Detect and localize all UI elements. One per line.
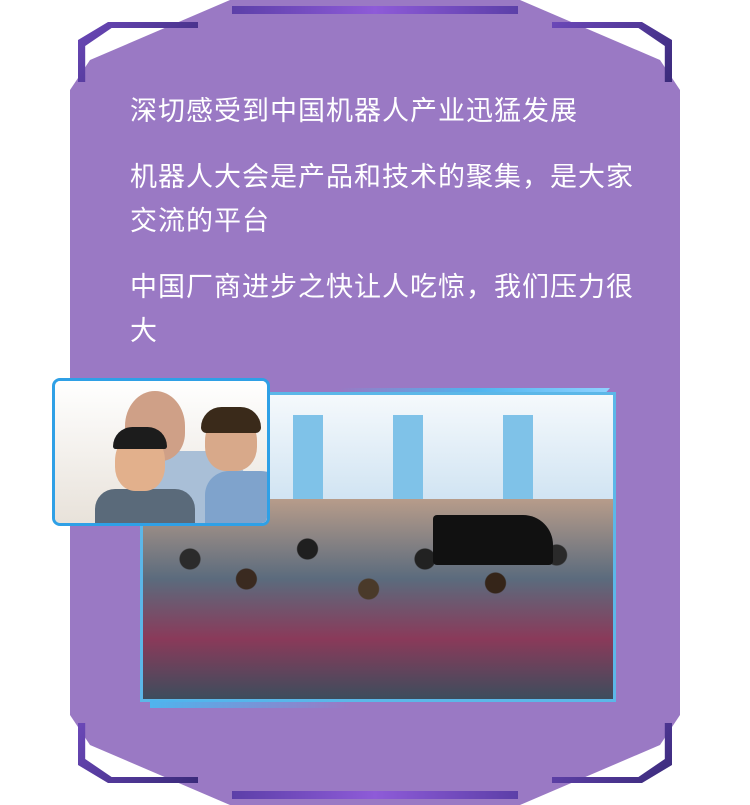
quote-line-2: 机器人大会是产品和技术的聚集，是大家交流的平台 xyxy=(130,162,634,237)
visitor-shirt xyxy=(95,489,195,523)
grand-piano xyxy=(433,515,553,565)
bottom-accent-bar xyxy=(232,791,518,799)
quote-line-3: 中国厂商进步之快让人吃惊，我们压力很大 xyxy=(130,272,634,347)
visitor-shirt xyxy=(205,471,267,523)
photo-accent-bottom xyxy=(150,700,350,708)
visitors-inset-photo xyxy=(52,378,270,526)
quote-line-1: 深切感受到中国机器人产业迅猛发展 xyxy=(130,96,578,127)
top-accent-bar xyxy=(232,6,518,14)
quote-text-block: 深切感受到中国机器人产业迅猛发展 机器人大会是产品和技术的聚集，是大家交流的平台… xyxy=(130,90,650,376)
visitor-hair xyxy=(113,427,167,449)
visitor-hair xyxy=(201,407,261,433)
